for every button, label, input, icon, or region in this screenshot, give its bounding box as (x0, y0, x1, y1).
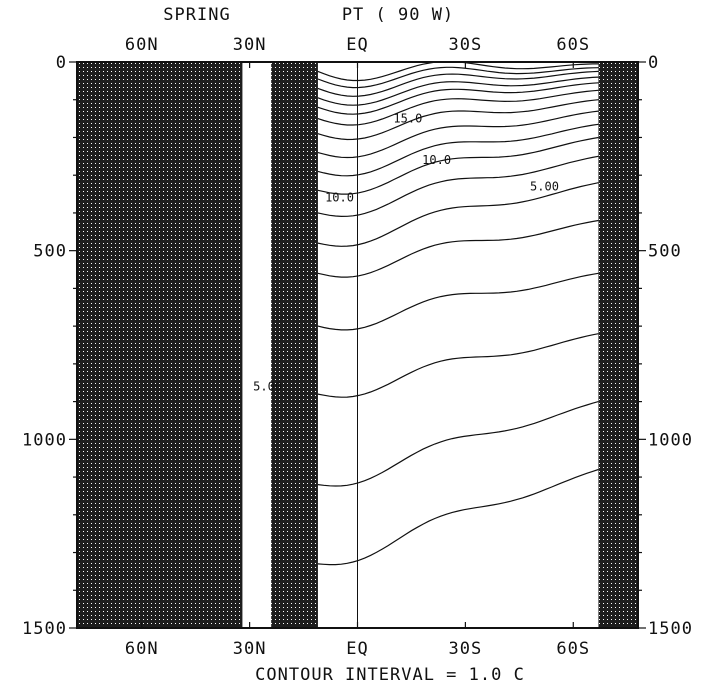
x-tick-label-bottom: 60N (125, 639, 159, 659)
latitude-axis: 60N 60N 30N 30N EQ EQ 30S 30S 60S 60S (125, 35, 590, 659)
x-tick-label-top: 60N (125, 35, 159, 55)
y-tick-label-right: 0 (648, 53, 659, 73)
isotherm-line (317, 123, 599, 177)
isotherm-line (317, 70, 599, 97)
contour-label: 5.00 (530, 179, 559, 193)
isotherm-line (317, 401, 599, 487)
isotherm-line (317, 468, 599, 566)
contour-label: 5.00 (253, 379, 282, 393)
y-tick-label-left: 1500 (22, 619, 67, 639)
isotherm-line (317, 66, 599, 89)
isotherm-line (317, 89, 599, 126)
isotherm-line (317, 110, 599, 159)
isotherm-line (317, 99, 599, 141)
land-block (271, 62, 318, 628)
y-tick-label-left: 500 (33, 242, 67, 262)
x-tick-label-bottom: EQ (346, 639, 368, 659)
x-tick-label-top: 30S (449, 35, 483, 55)
land-block (598, 62, 638, 628)
depth-axis: 0 0 500 500 1000 1000 1500 1500 (22, 53, 693, 639)
x-tick-label-bottom: 30S (449, 639, 483, 659)
x-tick-label-top: 60S (556, 35, 590, 55)
land-block (77, 62, 243, 628)
contour-label: 15.0 (393, 111, 422, 125)
y-tick-label-left: 1000 (22, 430, 67, 450)
isotherm-line (317, 155, 599, 218)
isotherm-line (317, 76, 599, 106)
isotherm-line (317, 272, 599, 331)
contour-label: 10.0 (422, 153, 451, 167)
isotherm-contours (317, 62, 599, 566)
contour-label: 10.0 (325, 191, 354, 205)
x-tick-label-top: 30N (233, 35, 267, 55)
isotherm-line (317, 333, 599, 398)
season-label: SPRING (163, 5, 230, 25)
y-tick-label-right: 500 (648, 242, 682, 262)
x-tick-label-bottom: 60S (556, 639, 590, 659)
x-tick-label-bottom: 30N (233, 639, 267, 659)
isotherm-line (317, 82, 599, 115)
x-tick-label-top: EQ (346, 35, 368, 55)
y-tick-label-left: 0 (56, 53, 67, 73)
isotherm-line (317, 62, 599, 82)
contour-interval-label: CONTOUR INTERVAL = 1.0 C (255, 665, 525, 685)
contour-labels: 5.00 5.00 10.0 10.0 15.0 (253, 111, 559, 393)
land-mask (77, 62, 638, 628)
isotherm-line (317, 182, 599, 247)
y-tick-label-right: 1000 (648, 430, 693, 450)
variable-label: PT ( 90 W) (342, 5, 454, 25)
isotherm-line (317, 136, 599, 195)
isotherm-line (317, 219, 599, 278)
y-tick-label-right: 1500 (648, 619, 693, 639)
